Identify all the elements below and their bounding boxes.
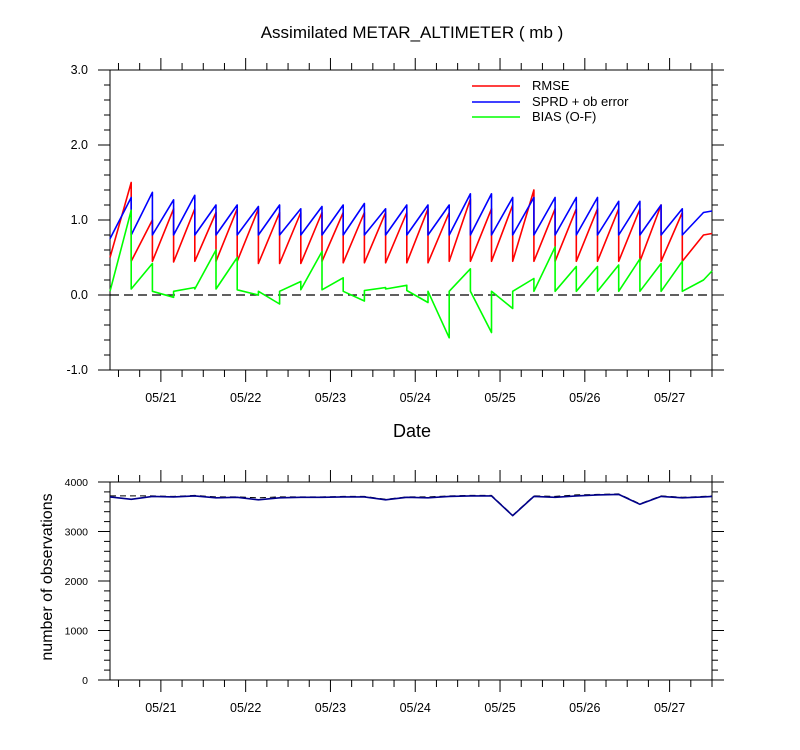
top-y-tick-label: 2.0 [71, 138, 88, 152]
bottom-series-obs-solid [109, 493, 713, 517]
bottom-x-tick-label: 05/23 [315, 701, 346, 715]
chart-marks: 05/21 05/22 05/23 05/24 05/25 05/26 05/27 -1.0 0… [65, 58, 724, 715]
bottom-x-tick-label: 05/25 [484, 701, 515, 715]
top-x-tick-label: 05/25 [484, 391, 515, 405]
top-x-tick-label: 05/24 [400, 391, 431, 405]
top-plot-frame [109, 69, 713, 371]
bottom-y-tick-label: 1000 [65, 626, 89, 638]
legend-label-bias: BIAS (O-F) [532, 109, 596, 124]
top-x-tick-label: 05/22 [230, 391, 261, 405]
bottom-y-tick-label: 0 [82, 675, 88, 687]
bottom-x-tick-label: 05/22 [230, 701, 261, 715]
legend-label-sprd: SPRD + ob error [532, 94, 629, 109]
legend: RMSE SPRD + ob error BIAS (O-F) [472, 78, 629, 124]
top-x-tick-label: 05/26 [569, 391, 600, 405]
top-y-tick-label: -1.0 [66, 363, 88, 377]
top-series-sprd-ob-error [109, 191, 713, 240]
legend-label-rmse: RMSE [532, 78, 570, 93]
x-axis-label: Date [393, 421, 431, 441]
bottom-y-tick-label: 4000 [65, 477, 89, 489]
y-axis-label-observations: number of observations [39, 493, 56, 660]
bottom-x-tick-label: 05/24 [400, 701, 431, 715]
top-x-tick-label: 05/27 [654, 391, 685, 405]
top-series-rmse [109, 181, 713, 265]
chart-title: Assimilated METAR_ALTIMETER ( mb ) [261, 23, 564, 42]
bottom-x-tick-label: 05/26 [569, 701, 600, 715]
bottom-y-tick-label: 2000 [65, 576, 89, 588]
bottom-series-obs-dashed [110, 493, 713, 516]
bottom-x-tick-label: 05/21 [145, 701, 176, 715]
top-x-tick-label: 05/23 [315, 391, 346, 405]
bottom-y-tick-label: 3000 [65, 527, 89, 539]
top-y-tick-label: 0.0 [71, 288, 88, 302]
bottom-x-tick-label: 05/27 [654, 701, 685, 715]
top-series-bias-o-f [109, 209, 713, 339]
top-x-tick-label: 05/21 [145, 391, 176, 405]
top-y-tick-label: 1.0 [71, 213, 88, 227]
bottom-plot-frame [109, 481, 713, 681]
top-y-tick-label: 3.0 [71, 63, 88, 77]
